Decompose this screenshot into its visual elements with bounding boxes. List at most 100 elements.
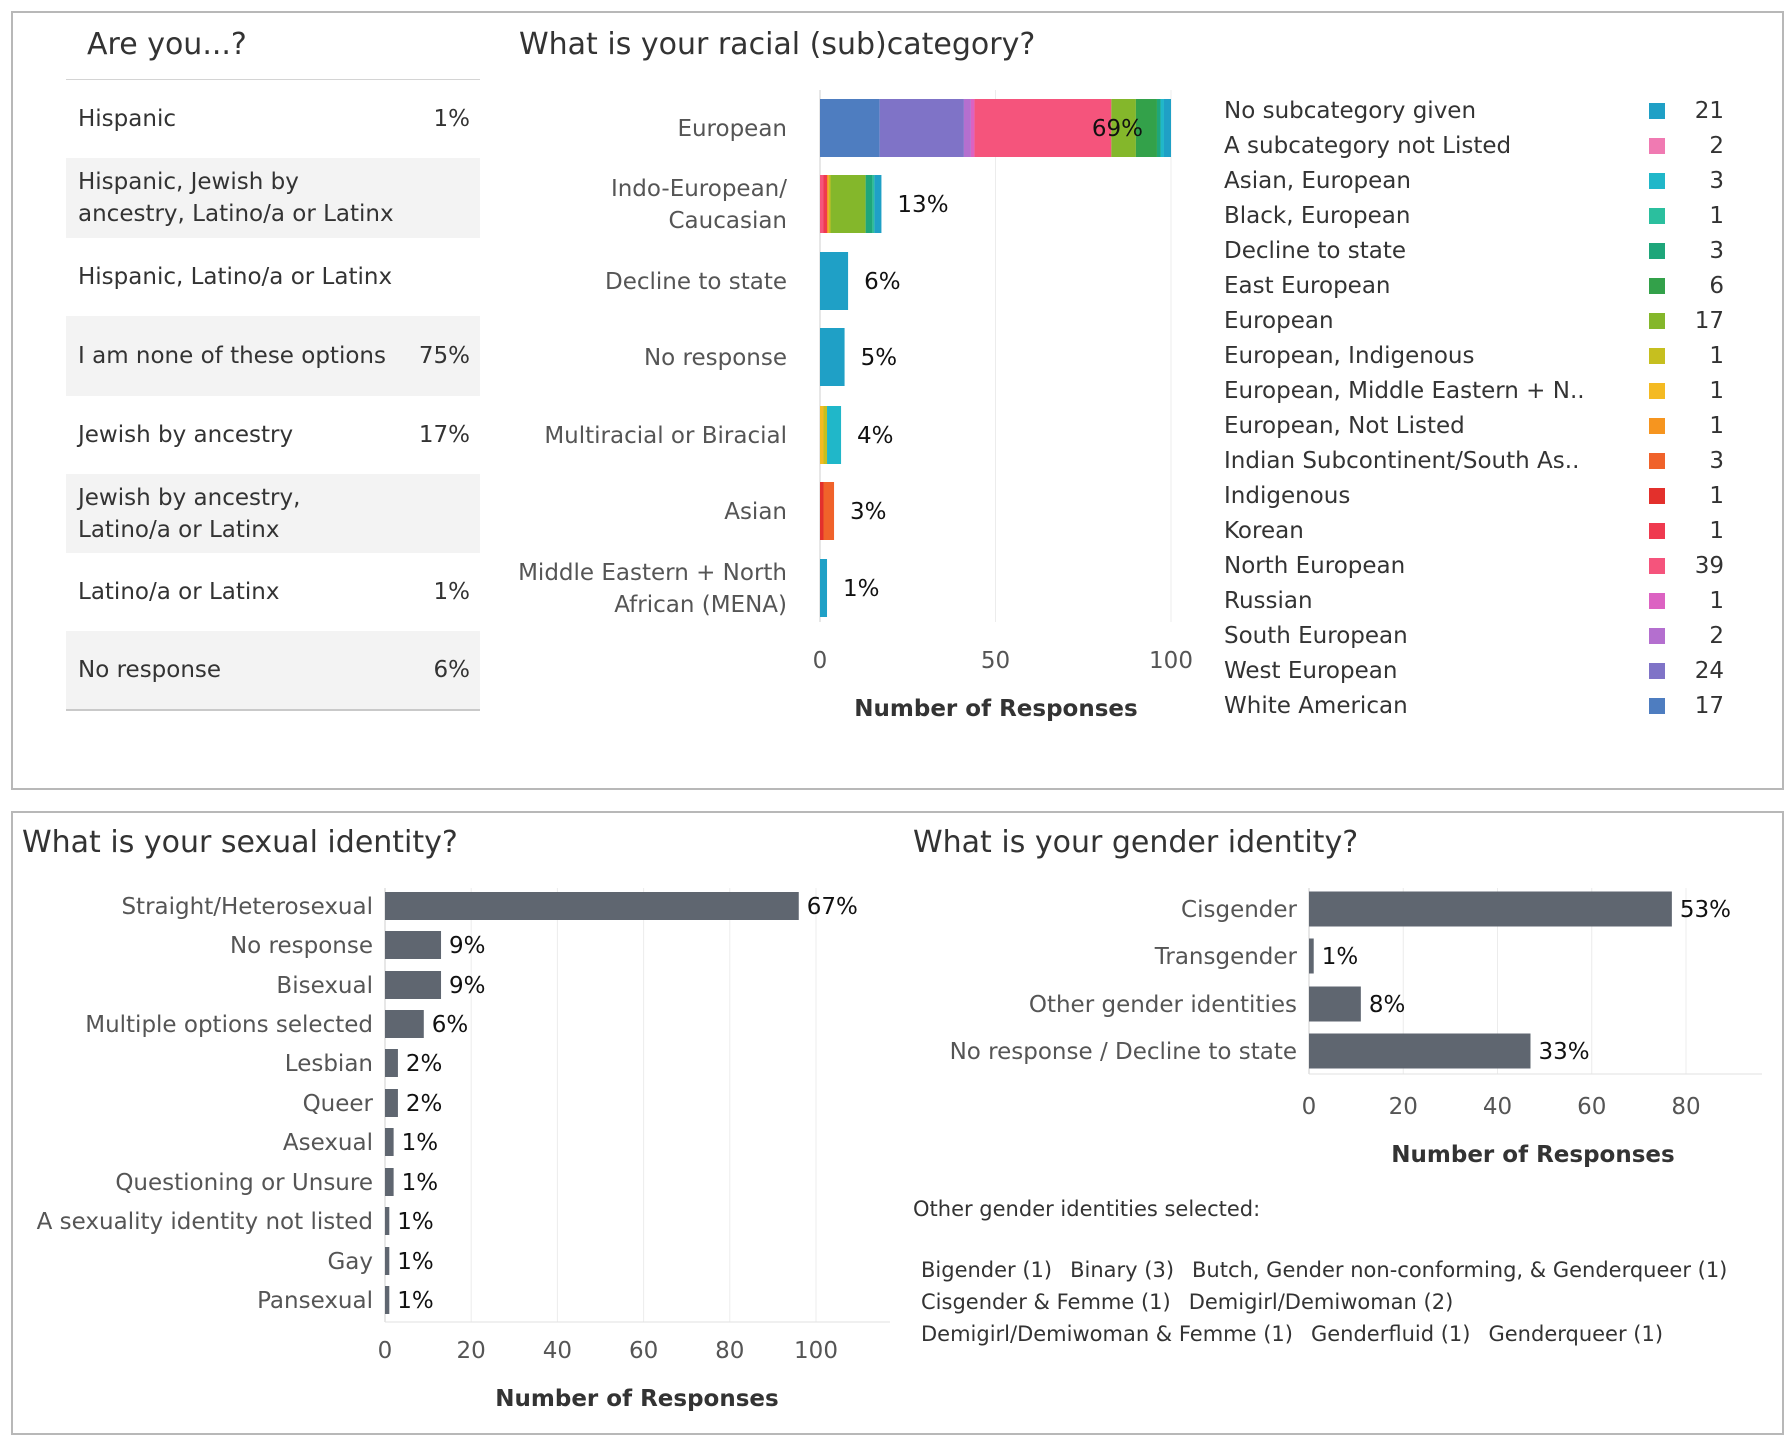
sex-bar-label: 2% [406, 1051, 443, 1077]
legend-count: 17 [1694, 692, 1724, 719]
legend-count: 1 [1709, 587, 1724, 614]
race-bar-label: 1% [843, 576, 880, 602]
gender-bar [1309, 891, 1672, 927]
sex-bar [385, 1168, 394, 1196]
legend-label: A subcategory not Listed [1224, 132, 1512, 159]
legend-count: 1 [1709, 482, 1724, 509]
race-category-label: Multiracial or Biracial [544, 423, 787, 449]
other-gender-heading: Other gender identities selected: [913, 1197, 1261, 1221]
ethnicity-value: 1% [433, 106, 471, 132]
sex-bar [385, 1010, 424, 1038]
race-bar-segment [974, 99, 1112, 157]
gender-category-label: Transgender [1154, 944, 1298, 970]
ethnicity-row: I am none of these options 75% [66, 316, 480, 396]
gender-x-tick: 60 [1577, 1094, 1606, 1120]
gender-x-axis-title: Number of Responses [1391, 1142, 1674, 1168]
legend-label: European [1224, 307, 1334, 334]
other-gender-item: Genderqueer (1) [1488, 1322, 1664, 1346]
legend-count: 3 [1709, 237, 1724, 264]
legend-count: 21 [1694, 97, 1724, 124]
sex-bar-label: 67% [807, 894, 858, 920]
race-bar-segment [830, 175, 866, 233]
ethnicity-label: Jewish by ancestry [78, 422, 294, 448]
legend-label: Russian [1224, 587, 1313, 614]
race-bar-label: 6% [864, 269, 901, 295]
sex-bar-label: 1% [402, 1170, 439, 1196]
sex-category-label: Bisexual [276, 973, 373, 999]
race-category-label: Caucasian [668, 208, 787, 234]
sex-bar-label: 9% [449, 933, 486, 959]
legend-item: Asian, European 3 [1224, 163, 1724, 198]
ethnicity-row: Latino/a or Latinx 1% [66, 553, 480, 631]
other-gender-item: Bigender (1) [921, 1258, 1053, 1282]
legend-swatch [1648, 557, 1665, 574]
legend-item: East European 6 [1224, 268, 1724, 303]
legend-label: Asian, European [1224, 167, 1411, 194]
legend-label: East European [1224, 272, 1391, 299]
race-bar-segment [1160, 99, 1164, 157]
legend-item: European, Middle Eastern + N.. 1 [1224, 373, 1724, 408]
legend-swatch [1648, 522, 1665, 539]
sex-category-label: Multiple options selected [85, 1012, 373, 1038]
sex-category-label: Queer [303, 1091, 374, 1117]
ethnicity-value: 75% [418, 343, 470, 369]
ethnicity-title: Are you...? [87, 27, 247, 62]
legend-label: Indian Subcontinent/South As.. [1224, 447, 1580, 474]
other-gender-line: Bigender (1) Binary (3) Butch, Gender non-… [921, 1258, 1745, 1282]
legend-label: West European [1224, 657, 1398, 684]
legend-item: White American 17 [1224, 688, 1724, 723]
ethnicity-label: I am none of these options [78, 343, 386, 369]
race-bar-segment [1111, 99, 1136, 157]
race-category-label: Indo-European/ [611, 176, 787, 202]
sex-category-label: Straight/Heterosexual [121, 894, 373, 920]
race-bar-segment [1163, 99, 1171, 157]
race-category-label: European [677, 116, 787, 142]
legend-label: Korean [1224, 517, 1304, 544]
race-bar-segment [872, 175, 875, 233]
racial-chart-title: What is your racial (sub)category? [519, 27, 1036, 62]
legend-count: 6 [1709, 272, 1724, 299]
legend-count: 1 [1709, 202, 1724, 229]
gender-x-tick: 80 [1671, 1094, 1700, 1120]
race-bar-segment [820, 99, 880, 157]
legend-count: 39 [1694, 552, 1724, 579]
legend-label: North European [1224, 552, 1406, 579]
race-bar-segment [820, 252, 849, 310]
legend-count: 1 [1709, 377, 1724, 404]
racial-chart: European 69% Indo-European/Caucasian 13% Dec… [518, 90, 1193, 722]
legend-label: No subcategory given [1224, 97, 1477, 124]
ethnicity-row: Hispanic, Jewish by ancestry, Latino/a o… [66, 158, 480, 238]
legend-label: European, Middle Eastern + N.. [1224, 377, 1585, 404]
legend-item: European, Indigenous 1 [1224, 338, 1724, 373]
legend-swatch [1648, 172, 1665, 189]
legend-count: 24 [1694, 657, 1724, 684]
race-bar-segment [963, 99, 971, 157]
race-bar-segment [820, 175, 824, 233]
sexual-identity-chart: Straight/Heterosexual 67% No response 9% Bis… [37, 888, 890, 1412]
legend-swatch [1648, 697, 1665, 714]
legend-swatch [1648, 592, 1665, 609]
sex-bar [385, 1089, 398, 1117]
legend-count: 17 [1694, 307, 1724, 334]
race-bar-segment [1135, 99, 1157, 157]
ethnicity-row: No response 6% [66, 631, 480, 709]
sex-x-tick: 80 [715, 1338, 744, 1364]
race-category-label: Middle Eastern + North [518, 560, 787, 586]
legend-swatch [1648, 487, 1665, 504]
ethnicity-label: Hispanic, Jewish by ancestry, Latino/a o… [78, 169, 394, 227]
legend-swatch [1648, 452, 1665, 469]
sex-category-label: Lesbian [285, 1051, 373, 1077]
sex-category-label: A sexuality identity not listed [37, 1209, 373, 1235]
ethnicity-label: Jewish by ancestry, Latino/a or Latinx [78, 484, 301, 543]
sex-bar-label: 1% [397, 1249, 434, 1275]
race-bar-segment [879, 99, 964, 157]
gender-identity-chart: Cisgender 53% Transgender 1% Other gender id… [950, 888, 1762, 1168]
legend-count: 1 [1709, 342, 1724, 369]
ethnicity-table: Hispanic 1% Hispanic, Jewish by ancestry, … [66, 79, 480, 711]
legend-label: Indigenous [1224, 482, 1351, 509]
legend-swatch [1648, 277, 1665, 294]
gender-category-label: No response / Decline to state [950, 1039, 1297, 1065]
race-bar-segment [827, 406, 842, 464]
gender-bar [1309, 986, 1361, 1022]
race-bar-segment [820, 559, 828, 617]
